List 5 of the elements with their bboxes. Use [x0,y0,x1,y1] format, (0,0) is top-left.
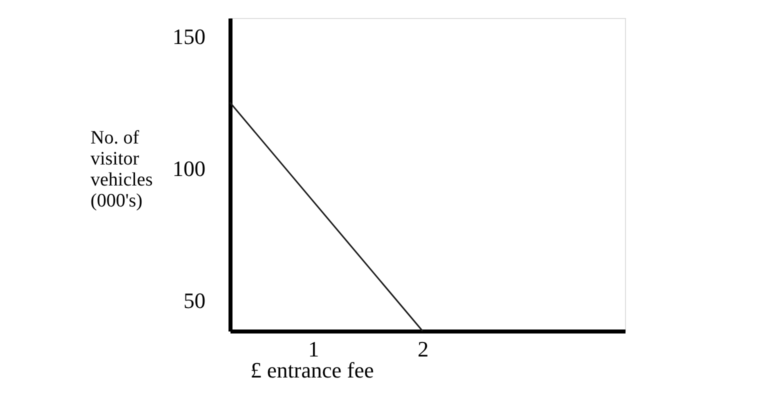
y-axis-title: No. of visitor vehicles (000's) [90,128,153,212]
y-tick-label: 150 [172,24,206,49]
y-tick-label: 100 [172,156,206,182]
x-tick-label: 2 [418,336,429,362]
y-tick-label: 50 [184,288,206,314]
